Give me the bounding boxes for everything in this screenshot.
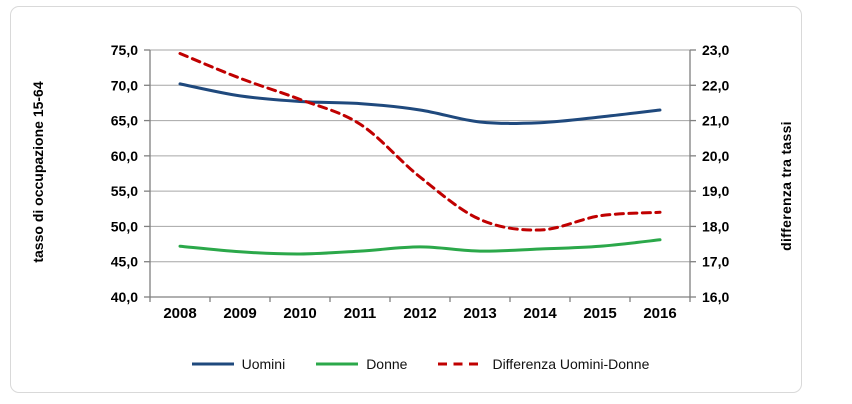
- left-axis-tick-label: 70,0: [111, 77, 138, 93]
- series-line-donne: [178, 238, 662, 256]
- legend-item-uomini: Uomini: [191, 356, 286, 372]
- x-axis-year-label: 2014: [523, 305, 557, 322]
- x-axis-year-label: 2010: [283, 305, 316, 322]
- legend-line-uomini-icon: [191, 362, 234, 366]
- left-axis-tick-label: 45,0: [111, 254, 138, 270]
- legend-line-donne-icon: [316, 362, 359, 366]
- legend: Uomini Donne Differenza Uomini-Donne: [150, 356, 690, 372]
- left-axis-tick-label: 50,0: [111, 218, 138, 234]
- right-axis-tick-label: 16,0: [702, 289, 729, 305]
- right-axis-tick-label: 23,0: [702, 42, 729, 58]
- x-axis-year-label: 2008: [163, 305, 196, 322]
- right-axis-title: differenza tra tassi: [778, 121, 794, 251]
- legend-item-donne: Donne: [315, 356, 407, 372]
- legend-label-uomini: Uomini: [241, 356, 286, 372]
- x-axis-year-label: 2015: [583, 305, 616, 322]
- right-axis-tick-label: 19,0: [702, 183, 729, 199]
- left-axis-tick-label: 55,0: [111, 183, 138, 199]
- x-axis-year-label: 2011: [344, 305, 377, 322]
- chart-frame: [10, 6, 802, 393]
- right-axis-tick-label: 17,0: [702, 254, 729, 270]
- right-axis-tick-label: 21,0: [702, 113, 729, 129]
- legend-label-differenza: Differenza Uomini-Donne: [492, 356, 650, 372]
- legend-label-donne: Donne: [366, 356, 408, 372]
- left-axis-tick-label: 75,0: [111, 42, 138, 58]
- x-axis-year-label: 2012: [403, 305, 436, 322]
- right-axis-tick-label: 20,0: [702, 148, 729, 164]
- right-axis-tick-label: 18,0: [702, 218, 729, 234]
- left-axis-title: tasso di occupazione 15-64: [30, 81, 46, 263]
- x-axis-year-label: 2013: [463, 305, 496, 322]
- series-line-differenza: [178, 52, 662, 232]
- left-axis-tick-label: 65,0: [111, 113, 138, 129]
- legend-item-differenza: Differenza Uomini-Donne: [437, 356, 649, 372]
- x-axis-year-label: 2016: [643, 305, 676, 322]
- left-axis-tick-label: 40,0: [111, 289, 138, 305]
- x-axis-year-label: 2009: [223, 305, 256, 322]
- legend-line-differenza-icon: [438, 362, 485, 366]
- left-axis-tick-label: 60,0: [111, 148, 138, 164]
- right-axis-tick-label: 22,0: [702, 77, 729, 93]
- series-line-uomini: [178, 82, 662, 125]
